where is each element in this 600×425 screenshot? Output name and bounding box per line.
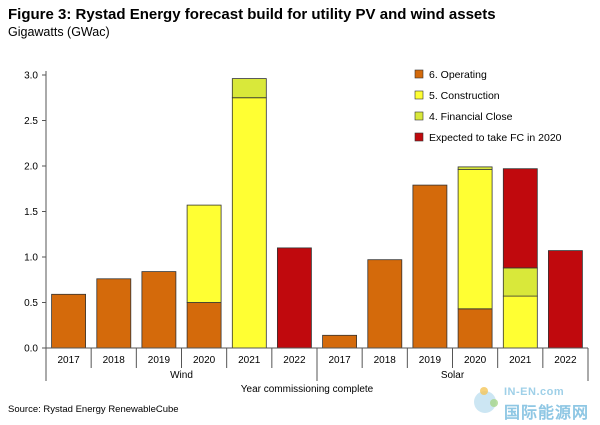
bars-layer — [51, 78, 583, 349]
legend-swatch — [414, 111, 424, 121]
bar-segment — [96, 278, 132, 349]
x-tick-label: 2021 — [509, 355, 532, 366]
x-tick-label: 2019 — [419, 355, 442, 366]
bar-segment — [367, 259, 403, 349]
y-tick-label: 3.0 — [24, 71, 38, 82]
x-tick-label: 2020 — [464, 355, 487, 366]
y-tick-label: 2.5 — [24, 116, 38, 127]
bar-segment — [51, 293, 86, 349]
watermark-latin: IN-EN.com — [504, 386, 565, 398]
chart-title: Figure 3: Rystad Energy forecast build f… — [8, 6, 496, 23]
bar-segment — [502, 168, 538, 269]
x-tick-label: 2021 — [238, 355, 261, 366]
y-tick-label: 0.0 — [24, 344, 38, 355]
bar-segment — [457, 166, 493, 170]
bar-segment — [457, 169, 493, 310]
y-tick-label: 1.5 — [24, 207, 38, 218]
bar-segment — [457, 308, 493, 349]
x-tick-label: 2022 — [283, 355, 306, 366]
axes-layer: 0.0 0.5 1.0 1.5 2.0 2.5 3.0 2017 2018 2019 2020 202… — [24, 71, 589, 395]
bar-segment — [276, 247, 312, 349]
legend-swatch — [414, 90, 424, 100]
x-tick-label: 2019 — [148, 355, 171, 366]
legend-label: 5. Construction — [429, 90, 500, 102]
x-axis-title: Year commissioning complete — [241, 384, 374, 395]
bar-segment — [548, 250, 583, 349]
x-tick-label: 2017 — [328, 355, 351, 366]
x-tick-label: 2018 — [103, 355, 126, 366]
bar-segment — [412, 184, 448, 349]
legend-label: 4. Financial Close — [429, 111, 513, 123]
legend-swatch — [414, 132, 424, 142]
y-tick-label: 0.5 — [24, 298, 38, 309]
group-label: Wind — [170, 370, 193, 381]
bar-segment — [322, 334, 358, 349]
bar-segment — [186, 302, 222, 349]
in-en-logo-watermark: IN-EN.com 国际能源网 — [470, 385, 595, 422]
x-tick-label: 2018 — [374, 355, 397, 366]
bar-segment — [502, 295, 538, 349]
y-tick-label: 2.0 — [24, 162, 38, 173]
bar-segment — [502, 267, 538, 297]
bar-segment — [231, 97, 267, 349]
y-tick-label: 1.0 — [24, 253, 38, 264]
legend-label: Expected to take FC in 2020 — [429, 132, 562, 144]
bar-segment — [231, 78, 267, 99]
watermark-chinese: 国际能源网 — [504, 405, 590, 422]
legend-label: 6. Operating — [429, 69, 487, 81]
bar-segment — [141, 271, 177, 349]
legend: 6. Operating 5. Construction 4. Financial … — [414, 69, 562, 144]
source-note: Source: Rystad Energy RenewableCube — [8, 404, 179, 415]
x-tick-label: 2022 — [554, 355, 577, 366]
stacked-bar-chart: 0.0 0.5 1.0 1.5 2.0 2.5 3.0 2017 2018 2019 2020 202… — [24, 69, 589, 395]
x-tick-label: 2020 — [193, 355, 216, 366]
x-tick-label: 2017 — [57, 355, 80, 366]
bar-segment — [186, 204, 222, 303]
chart-subtitle: Gigawatts (GWac) — [8, 25, 110, 39]
legend-swatch — [414, 69, 424, 79]
group-label: Solar — [441, 370, 465, 381]
